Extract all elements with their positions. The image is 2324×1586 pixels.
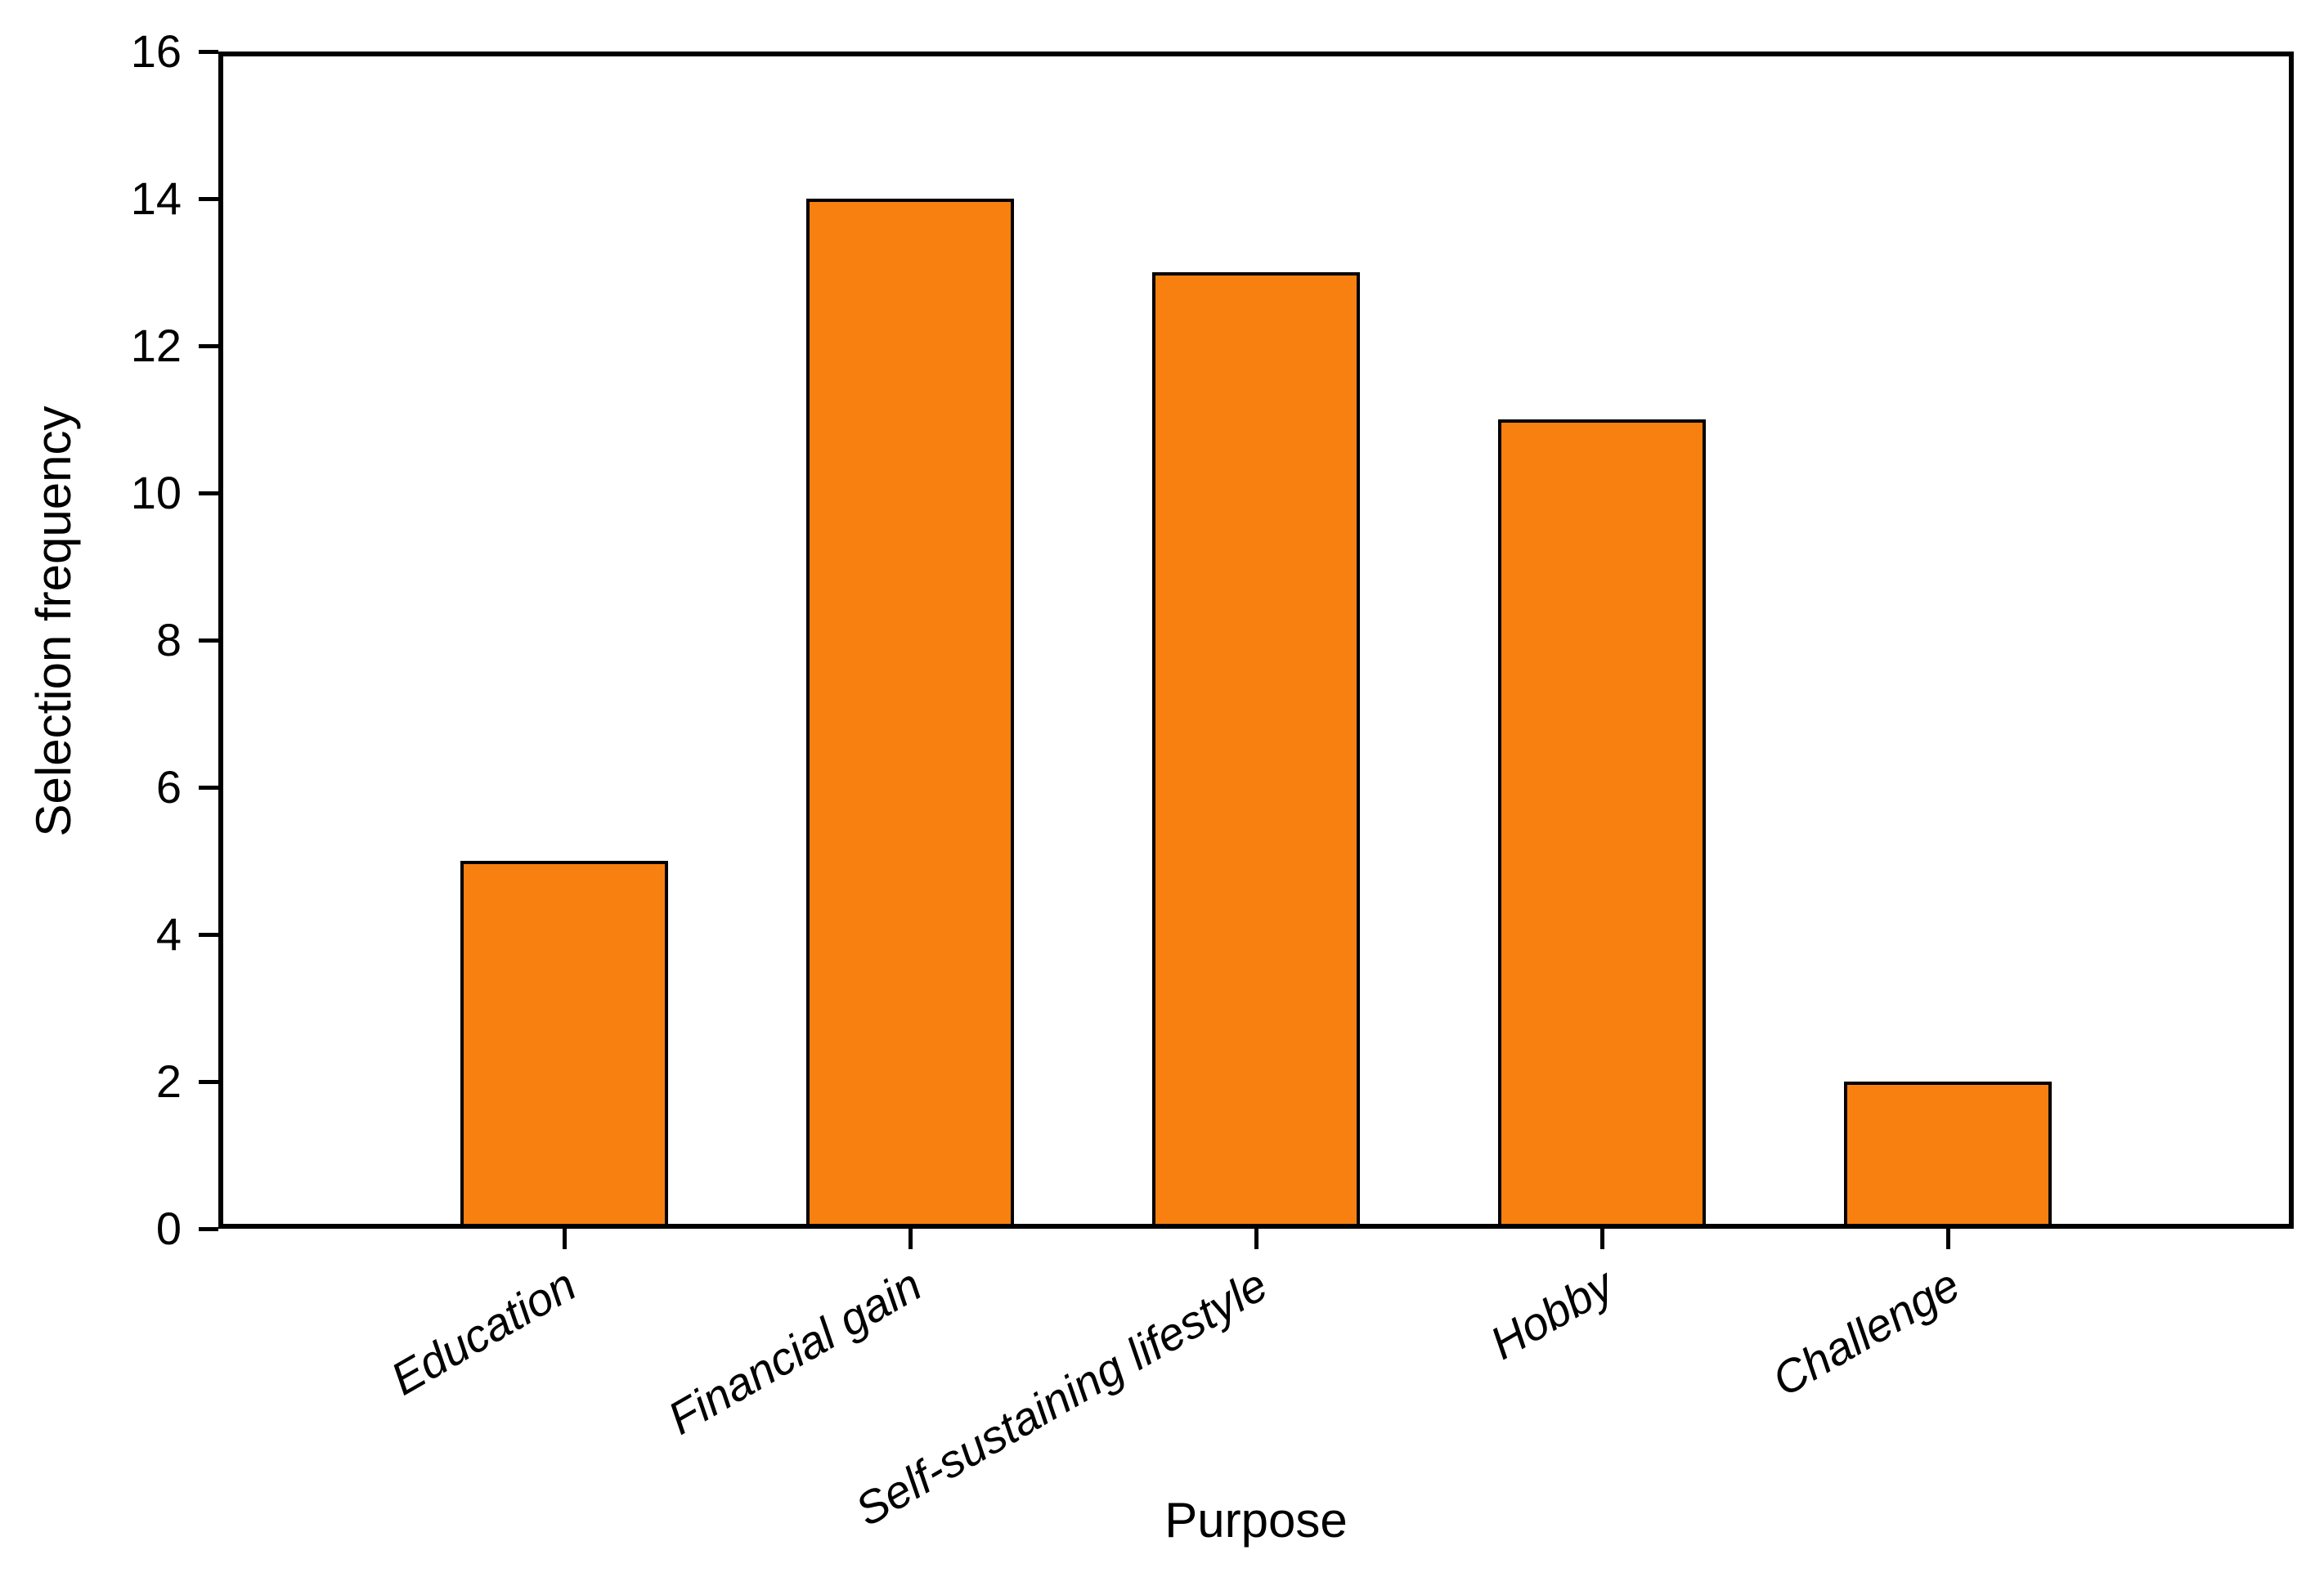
y-axis-tick: [199, 1227, 218, 1231]
x-tick-label: Hobby: [1481, 1258, 1622, 1369]
bar-financial-gain: [806, 199, 1014, 1229]
y-tick-label: 8: [155, 614, 182, 665]
y-tick-label: 2: [155, 1055, 182, 1107]
bar-hobby: [1498, 419, 1706, 1229]
y-tick-label: 6: [155, 761, 182, 813]
y-axis-tick: [199, 491, 218, 495]
bar-education: [460, 861, 668, 1229]
y-axis-tick: [199, 933, 218, 937]
y-axis-tick: [199, 50, 218, 54]
y-tick-label: 0: [155, 1203, 182, 1254]
x-axis-tick: [1600, 1229, 1604, 1249]
x-axis-tick: [1946, 1229, 1950, 1249]
y-axis-tick: [199, 197, 218, 201]
y-axis-tick: [199, 1080, 218, 1084]
x-tick-label: Financial gain: [659, 1258, 931, 1445]
y-tick-label: 10: [130, 467, 182, 518]
x-axis-tick: [1254, 1229, 1258, 1249]
y-tick-label: 4: [155, 908, 182, 960]
plot-area: [218, 52, 2294, 1229]
x-tick-label: Challenge: [1763, 1258, 1968, 1406]
x-axis-tick: [563, 1229, 567, 1249]
x-tick-label: Education: [382, 1258, 585, 1405]
x-axis-tick: [909, 1229, 913, 1249]
y-tick-label: 12: [130, 320, 182, 371]
y-tick-label: 16: [130, 25, 182, 77]
y-axis-tick: [199, 638, 218, 643]
y-tick-label: 14: [130, 172, 182, 224]
y-axis-tick: [199, 786, 218, 790]
y-axis-tick: [199, 344, 218, 348]
x-axis-title: Purpose: [1164, 1493, 1348, 1548]
